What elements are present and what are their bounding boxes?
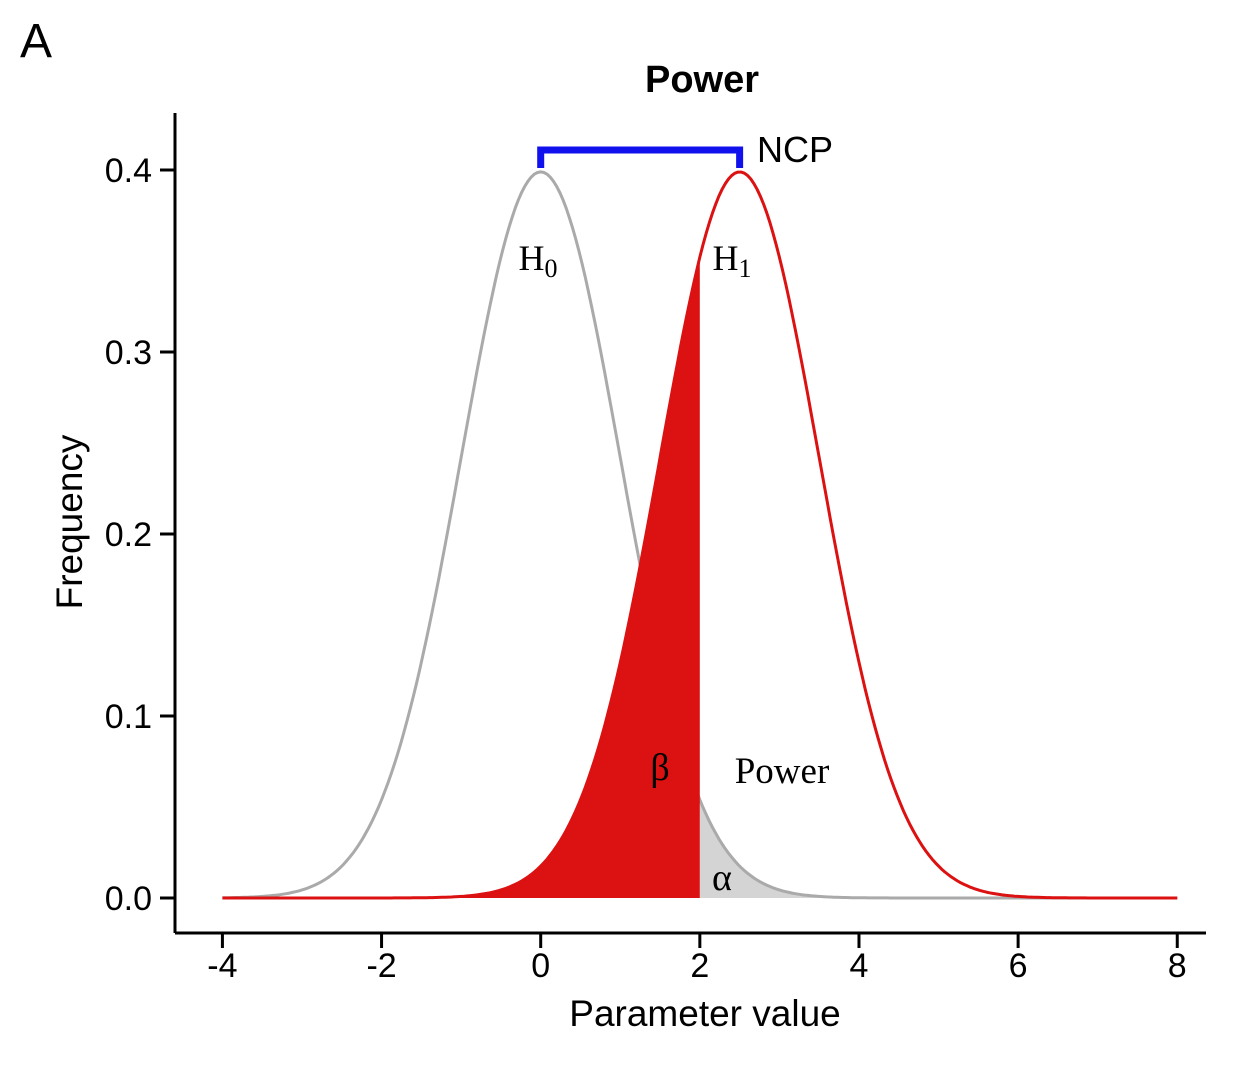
y-tick-label: 0.2 <box>105 516 152 554</box>
beta-region <box>222 257 700 898</box>
ncp-label: NCP <box>757 129 833 170</box>
y-tick-label: 0.4 <box>105 152 152 190</box>
x-tick-label: 2 <box>690 947 709 985</box>
h0-label: H0 <box>519 238 558 283</box>
chart-title: Power <box>645 59 759 101</box>
h0-curve <box>222 170 1178 900</box>
x-tick-label: 8 <box>1168 947 1187 985</box>
y-axis: 0.0 0.1 0.2 0.3 0.4 <box>105 113 177 933</box>
h1-label-main: H <box>713 238 739 278</box>
y-tick-label: 0.3 <box>105 334 152 372</box>
y-tick-label: 0.1 <box>105 698 152 736</box>
panel-label: A <box>20 15 52 68</box>
x-tick-label: 6 <box>1009 947 1028 985</box>
h1-curve <box>222 170 1178 900</box>
alpha-label: α <box>712 857 732 899</box>
h1-label: H1 <box>713 238 752 283</box>
x-axis-title: Parameter value <box>569 993 840 1034</box>
y-tick-label: 0.0 <box>105 880 152 918</box>
x-axis: -4 -2 0 2 4 6 8 <box>175 931 1206 985</box>
beta-label: β <box>650 747 669 789</box>
x-tick-label: -2 <box>366 947 396 985</box>
x-tick-label: 0 <box>531 947 550 985</box>
power-area-label: Power <box>735 751 830 792</box>
h0-label-main: H <box>519 238 545 278</box>
x-tick-label: 4 <box>850 947 869 985</box>
y-axis-title: Frequency <box>49 434 90 609</box>
h1-label-sub: 1 <box>739 254 752 283</box>
alpha-region <box>699 799 1178 898</box>
h0-label-sub: 0 <box>545 254 558 283</box>
ncp-bracket <box>537 146 744 168</box>
x-tick-label: -4 <box>207 947 237 985</box>
